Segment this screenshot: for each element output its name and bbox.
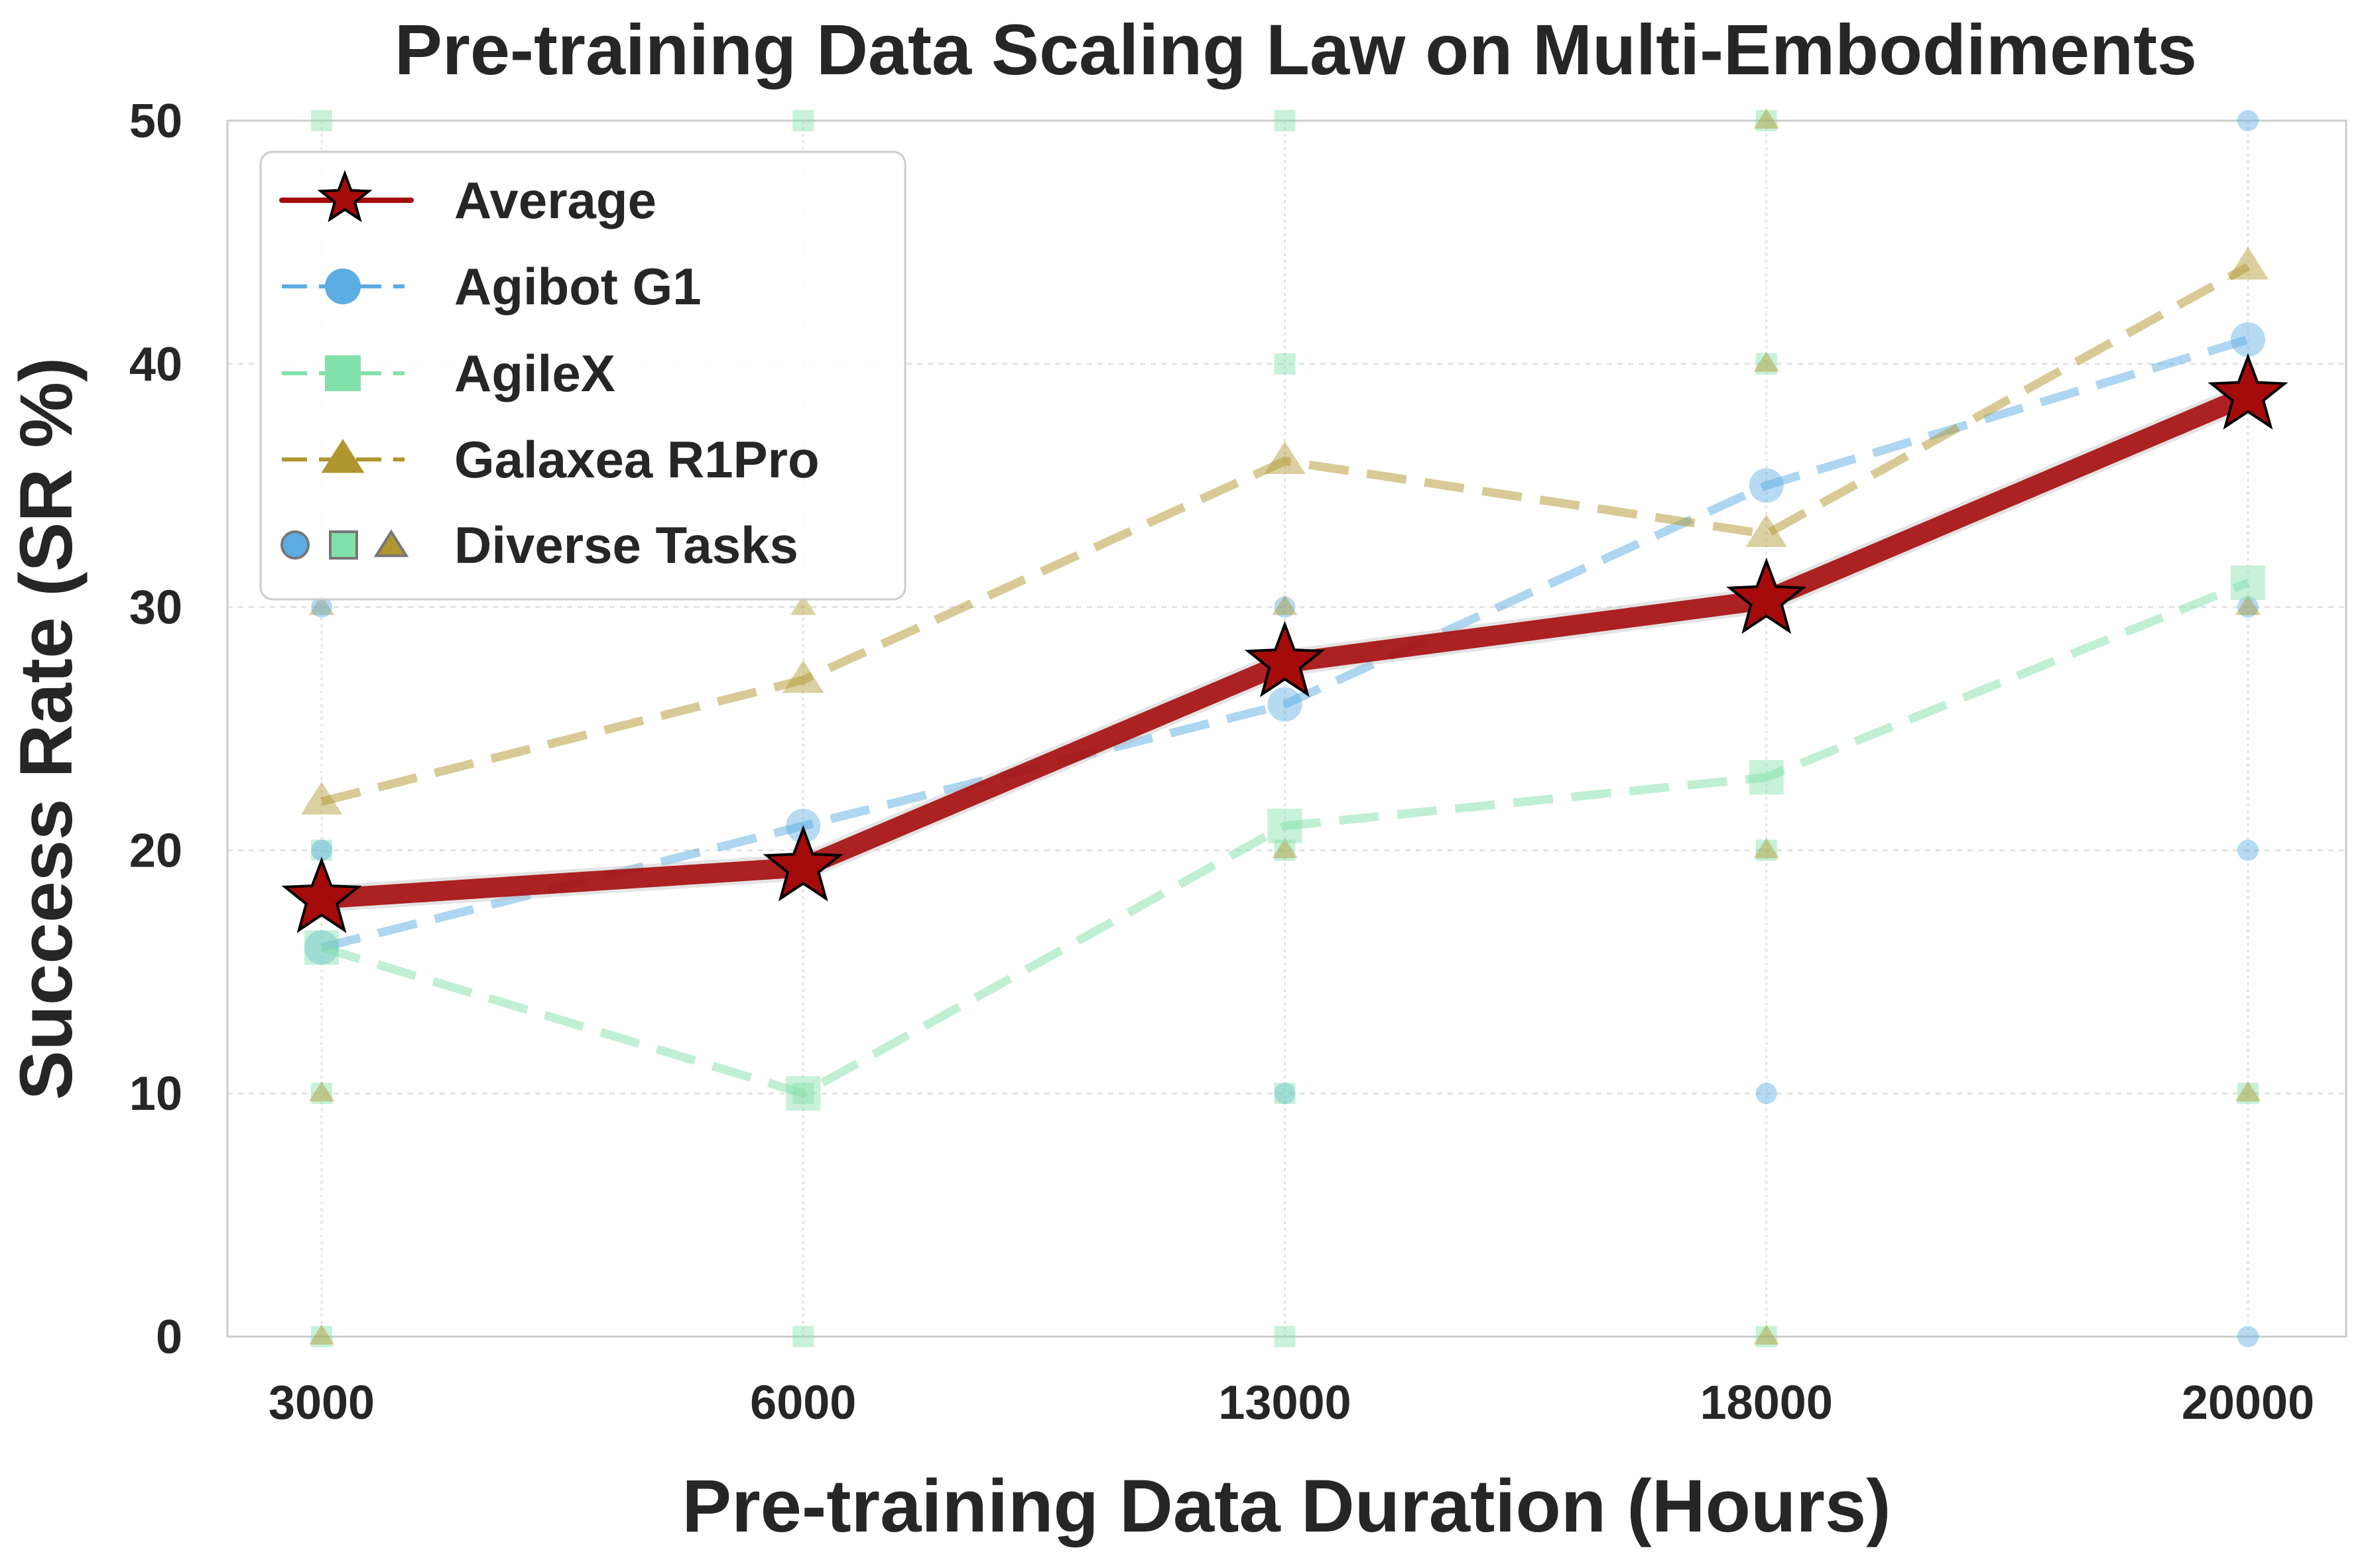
agilex-point xyxy=(2231,565,2265,600)
diverse-task-marker xyxy=(1272,838,1298,859)
diverse-task-marker xyxy=(311,1083,332,1105)
average-point xyxy=(1726,557,1807,634)
agilex-point xyxy=(1267,808,1302,843)
diverse-task-marker xyxy=(1274,1083,1296,1105)
galaxea-r1pro-point xyxy=(1264,441,1306,475)
diverse-task-marker xyxy=(1753,108,1779,129)
legend-label: Agibot G1 xyxy=(454,257,702,316)
x-tick-label: 18000 xyxy=(1700,1376,1833,1429)
legend-square-icon xyxy=(329,530,358,560)
legend-square-icon xyxy=(325,355,361,391)
y-axis-label: Success Rate (SR %) xyxy=(5,357,88,1100)
x-tick-label: 20000 xyxy=(2182,1376,2314,1429)
agilex-line xyxy=(320,578,2250,1099)
legend-circle-icon xyxy=(325,269,361,304)
diverse-task-marker xyxy=(1274,1326,1296,1347)
legend-box xyxy=(259,151,906,601)
diverse-task-marker xyxy=(308,1081,335,1102)
diverse-task-marker xyxy=(1274,1083,1296,1105)
diverse-task-marker xyxy=(1274,839,1296,861)
y-tick-label: 50 xyxy=(129,95,182,148)
diverse-task-marker xyxy=(2237,596,2259,618)
legend-triangle-icon xyxy=(321,438,365,473)
legend-label: Galaxea R1Pro xyxy=(454,430,820,489)
y-tick-label: 0 xyxy=(156,1311,182,1364)
galaxea-r1pro-point xyxy=(2227,247,2269,280)
legend-label: Diverse Tasks xyxy=(454,516,798,574)
diverse-task-marker xyxy=(311,110,332,131)
diverse-task-marker xyxy=(2237,1326,2259,1347)
x-tick-label: 6000 xyxy=(750,1376,856,1429)
y-tick-label: 40 xyxy=(129,338,182,391)
plot-frame xyxy=(226,119,2347,1338)
diverse-task-marker xyxy=(2237,1083,2259,1105)
galaxea-r1pro-point xyxy=(782,660,824,694)
diverse-task-marker xyxy=(792,110,814,131)
diverse-task-marker xyxy=(1755,110,1777,131)
diverse-task-marker xyxy=(1753,838,1779,859)
agilex-point xyxy=(304,930,339,965)
agibot-g1-point xyxy=(2231,322,2265,357)
series-lines xyxy=(281,247,2288,1111)
diverse-task-marker xyxy=(1755,839,1777,861)
diverse-task-marker xyxy=(1755,353,1777,375)
diverse-task-marker xyxy=(1274,596,1296,618)
diverse-task-marker xyxy=(1753,1324,1779,1345)
galaxea-r1pro-point xyxy=(1745,514,1787,548)
agibot-g1-line xyxy=(320,335,2249,952)
legend-triangle-icon xyxy=(373,529,409,558)
legend-label: AgileX xyxy=(454,344,615,402)
agilex-point xyxy=(786,1076,821,1111)
x-tick-label: 3000 xyxy=(269,1376,375,1429)
agibot-g1-point xyxy=(1749,468,1784,503)
chart-title: Pre-training Data Scaling Law on Multi-E… xyxy=(395,9,2197,90)
average-point xyxy=(2208,353,2288,430)
diverse-task-marker xyxy=(1753,351,1779,372)
x-tick-label: 13000 xyxy=(1218,1376,1351,1429)
diverse-task-marker xyxy=(311,596,332,618)
diverse-task-marker xyxy=(1272,595,1298,615)
diverse-task-marker xyxy=(1274,110,1296,131)
diverse-task-marker xyxy=(308,1324,335,1345)
diverse-task-marker xyxy=(1755,1083,1777,1105)
galaxea-r1pro-point xyxy=(300,782,343,815)
y-tick-label: 20 xyxy=(129,824,182,877)
agilex-point xyxy=(1749,760,1784,795)
y-tick-label: 30 xyxy=(129,581,182,634)
average-point xyxy=(281,857,362,934)
diverse-task-marker xyxy=(2237,839,2259,861)
legend: Average Agibot G1 AgileX Galaxea R1Pro Diver… xyxy=(259,151,906,601)
x-axis-label: Pre-training Data Duration (Hours) xyxy=(682,1465,1891,1547)
diverse-task-marker xyxy=(311,1326,332,1347)
agibot-g1-point xyxy=(1267,687,1302,722)
diverse-task-marker xyxy=(2235,595,2261,615)
diverse-task-marker xyxy=(1755,1326,1777,1347)
average-point xyxy=(1244,621,1326,697)
diverse-task-marker xyxy=(2235,1081,2261,1102)
diverse-task-marker xyxy=(792,1326,814,1347)
diverse-task-marker xyxy=(311,839,332,861)
galaxea-r1pro-line xyxy=(320,263,2251,806)
diverse-task-marker xyxy=(308,595,335,615)
average-point xyxy=(763,825,843,902)
diverse-task-marker xyxy=(2237,110,2259,131)
diverse-tasks-markers xyxy=(308,108,2261,1347)
legend-circle-icon xyxy=(280,530,310,560)
legend-label: Average xyxy=(454,171,656,229)
legend-star-icon xyxy=(317,170,373,223)
diverse-task-marker xyxy=(790,595,816,615)
diverse-task-marker xyxy=(1274,353,1296,375)
tick-labels: 0 10 20 30 40 50 3000 6000 13000 18000 20000 xyxy=(129,95,2314,1429)
y-tick-label: 10 xyxy=(129,1067,182,1120)
